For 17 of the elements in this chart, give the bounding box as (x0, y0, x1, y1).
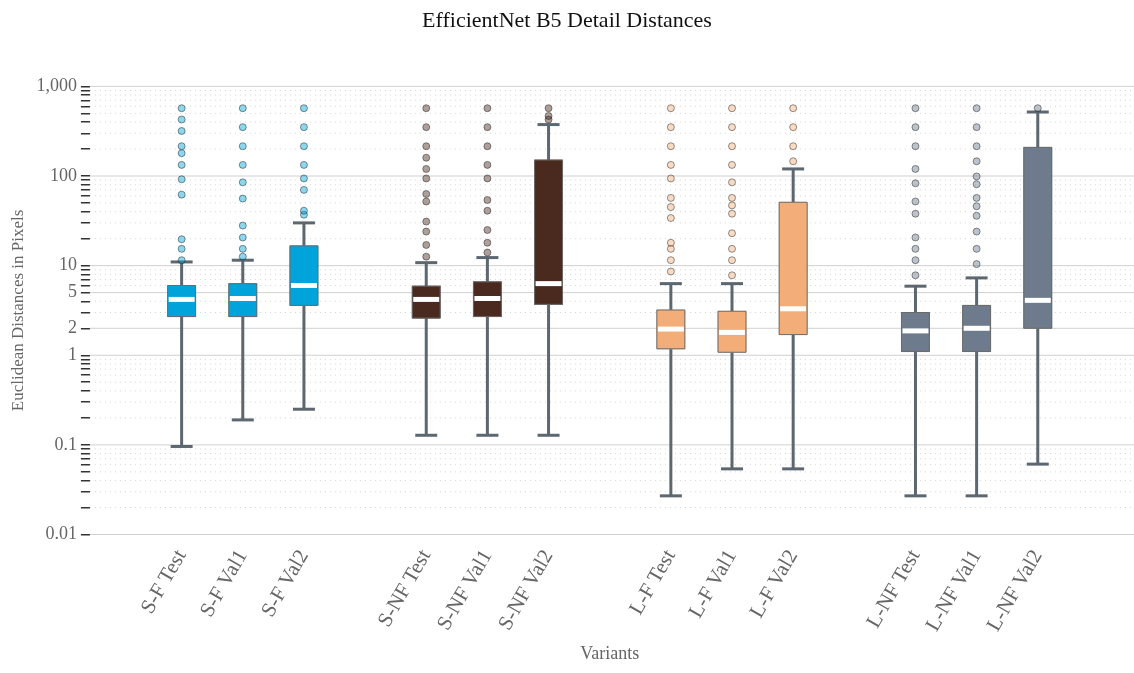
x-tick-label: S-F Val1 (194, 545, 252, 621)
y-tick-label: 2 (67, 317, 77, 338)
y-tick-label: 5 (67, 281, 77, 302)
x-tick-label: L-F Val2 (744, 545, 803, 622)
x-tick-label: S-F Val2 (255, 545, 314, 621)
y-tick-label: 10 (58, 254, 77, 275)
y-tick-label: 1 (67, 344, 77, 364)
y-tick-label: 0.01 (45, 523, 77, 544)
chart-title: EfficientNet B5 Detail Distances (422, 6, 712, 32)
y-axis-title: Euclidean Distances in Pixels (7, 209, 27, 412)
y-tick-label: 1,000 (36, 75, 77, 96)
x-axis-title: Variants (580, 642, 640, 663)
y-tick-label: 0.1 (54, 433, 77, 454)
y-tick-label: 100 (49, 164, 77, 185)
x-tick-label: L-F Test (623, 544, 681, 619)
x-tick-label: L-F Val1 (682, 545, 742, 622)
x-tick-label: S-F Test (135, 544, 191, 618)
